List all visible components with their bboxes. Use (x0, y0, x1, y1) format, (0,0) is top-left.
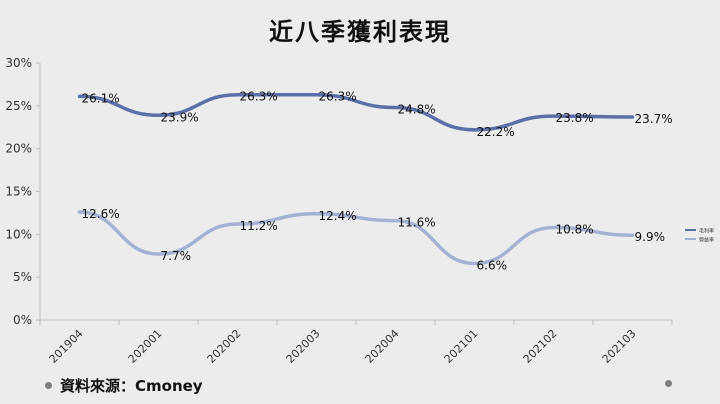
data-point (315, 93, 318, 97)
data-label: 9.9% (635, 230, 666, 244)
data-label: 10.8% (556, 222, 594, 236)
data-point (631, 233, 634, 237)
data-label: 12.4% (319, 209, 357, 223)
data-point (631, 115, 634, 119)
series-line-2 (77, 210, 635, 266)
data-label: 26.3% (319, 90, 357, 104)
data-label: 12.6% (82, 207, 120, 221)
data-label: 7.7% (161, 249, 192, 263)
x-tick-label: 201904 (47, 327, 86, 366)
y-tick-label: 20% (5, 142, 32, 156)
slide-dot-icon (665, 380, 672, 387)
x-tick-label: 202003 (284, 327, 323, 366)
data-label: 26.3% (240, 90, 278, 104)
data-point (78, 94, 81, 98)
legend-label: 營益率 (699, 237, 714, 244)
y-tick-label: 25% (5, 99, 32, 113)
data-label: 23.9% (161, 110, 199, 124)
data-point (78, 210, 81, 214)
data-point (157, 113, 160, 117)
data-label: 11.6% (398, 216, 436, 230)
data-point (315, 212, 318, 216)
data-point (394, 106, 397, 110)
series-line-1 (77, 92, 635, 132)
bullet-icon (45, 382, 52, 389)
data-point (473, 128, 476, 132)
data-point (157, 252, 160, 256)
data-label: 26.1% (82, 91, 120, 105)
source-label: 資料來源：Cmoney (60, 377, 203, 395)
data-point (473, 261, 476, 265)
x-tick-label: 202103 (600, 327, 639, 366)
legend-label: 毛利率 (699, 228, 714, 235)
data-point (552, 225, 555, 229)
data-label: 11.2% (240, 219, 278, 233)
x-tick-label: 202002 (205, 327, 244, 366)
data-point (552, 114, 555, 118)
data-point (394, 219, 397, 223)
x-tick-label: 202102 (521, 327, 560, 366)
data-label: 23.8% (556, 111, 594, 125)
data-label: 24.8% (398, 103, 436, 117)
x-tick-label: 202001 (126, 327, 165, 366)
data-point (236, 93, 239, 97)
data-label: 6.6% (477, 258, 508, 272)
y-tick-label: 30% (5, 56, 32, 70)
chart-title: 近八季獲利表現 (269, 18, 451, 46)
data-label: 22.2% (477, 125, 515, 139)
x-tick-label: 202004 (363, 327, 402, 366)
y-tick-label: 5% (13, 270, 32, 284)
data-point (236, 222, 239, 226)
x-tick-label: 202101 (442, 327, 481, 366)
data-label: 23.7% (635, 112, 673, 126)
y-tick-label: 0% (13, 313, 32, 327)
y-tick-label: 10% (5, 227, 32, 241)
y-tick-label: 15% (5, 185, 32, 199)
